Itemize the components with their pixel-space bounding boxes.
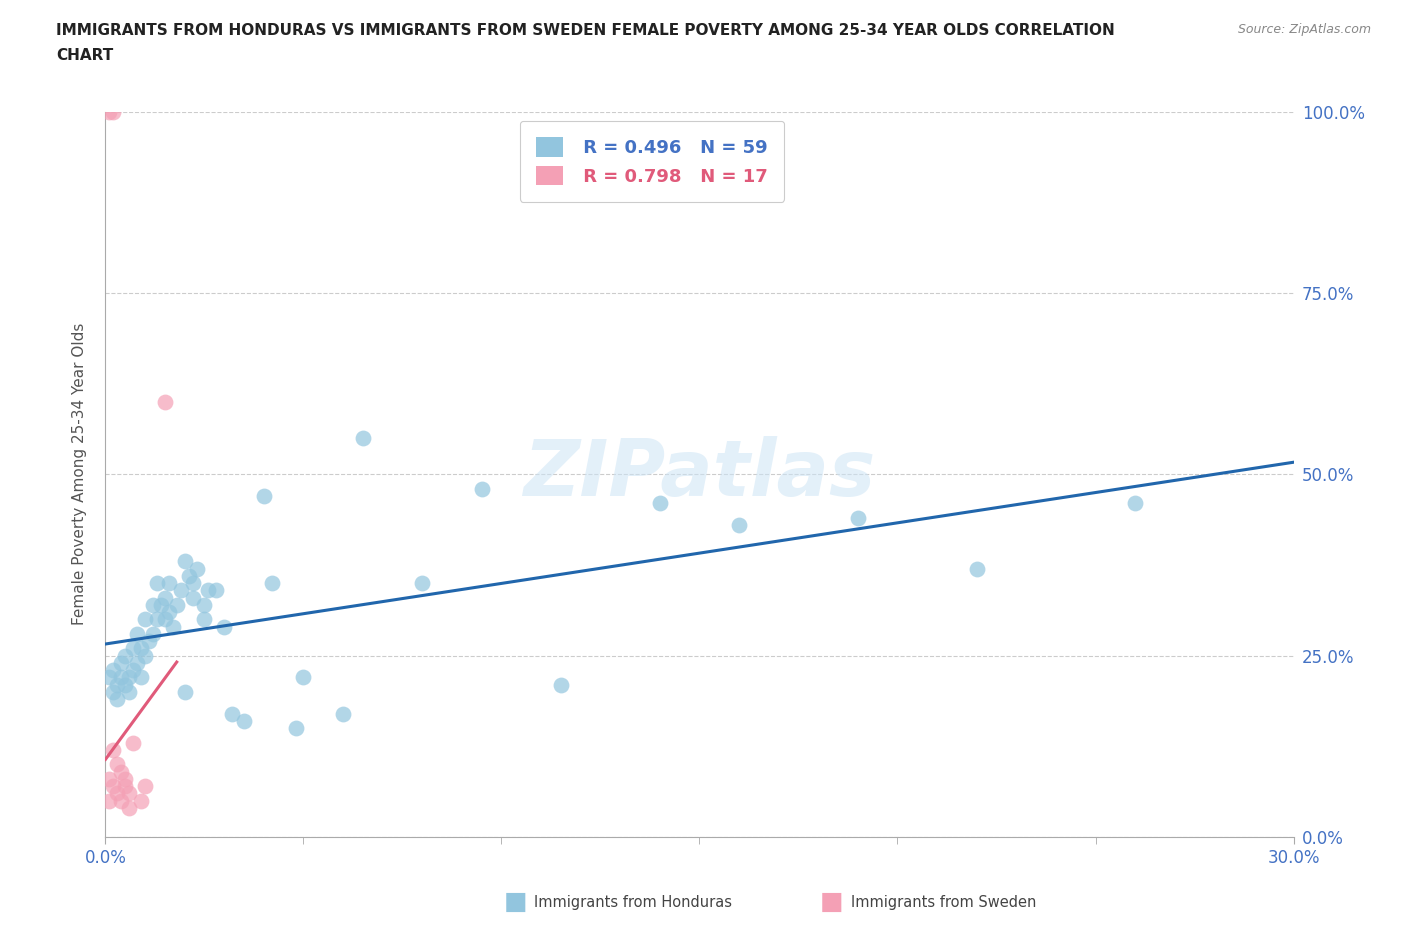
Text: Source: ZipAtlas.com: Source: ZipAtlas.com bbox=[1237, 23, 1371, 36]
Point bbox=[105, 902, 128, 917]
Point bbox=[110, 656, 132, 671]
Point bbox=[105, 786, 128, 801]
Point bbox=[846, 511, 869, 525]
Point bbox=[142, 627, 165, 642]
Point bbox=[166, 597, 188, 612]
Point bbox=[105, 692, 128, 707]
Point bbox=[105, 757, 128, 772]
Point bbox=[129, 670, 152, 684]
Point bbox=[177, 568, 200, 583]
Point bbox=[153, 591, 176, 605]
Y-axis label: Female Poverty Among 25-34 Year Olds: Female Poverty Among 25-34 Year Olds bbox=[72, 323, 87, 626]
Point bbox=[233, 713, 256, 728]
Point bbox=[118, 670, 141, 684]
Text: ■: ■ bbox=[820, 890, 844, 914]
Point bbox=[153, 394, 176, 409]
Point bbox=[352, 431, 374, 445]
Point bbox=[966, 561, 988, 576]
Point bbox=[105, 866, 128, 881]
Legend:  R = 0.496   N = 59,  R = 0.798   N = 17: R = 0.496 N = 59, R = 0.798 N = 17 bbox=[520, 121, 785, 202]
Point bbox=[471, 482, 494, 497]
Point bbox=[134, 778, 156, 793]
Point bbox=[149, 597, 172, 612]
Point bbox=[98, 772, 121, 787]
Point bbox=[98, 104, 121, 119]
Point bbox=[134, 648, 156, 663]
Point bbox=[122, 663, 145, 678]
Point bbox=[114, 677, 136, 692]
Point bbox=[98, 858, 121, 873]
Point bbox=[134, 612, 156, 627]
Point bbox=[103, 663, 125, 678]
Point bbox=[114, 778, 136, 793]
Point bbox=[173, 554, 195, 569]
Point bbox=[157, 604, 180, 619]
Point bbox=[332, 706, 354, 721]
Point bbox=[103, 684, 125, 699]
Text: Immigrants from Honduras: Immigrants from Honduras bbox=[534, 895, 733, 910]
Point bbox=[129, 793, 152, 808]
Point bbox=[284, 721, 307, 736]
Point bbox=[98, 670, 121, 684]
Point bbox=[122, 736, 145, 751]
Point bbox=[260, 576, 283, 591]
Point bbox=[127, 627, 149, 642]
Point bbox=[110, 793, 132, 808]
Point bbox=[253, 488, 276, 503]
Point bbox=[411, 576, 433, 591]
Point bbox=[110, 764, 132, 779]
Point bbox=[110, 881, 132, 896]
Point bbox=[186, 561, 208, 576]
Point bbox=[292, 670, 315, 684]
Point bbox=[103, 104, 125, 119]
Point bbox=[146, 576, 169, 591]
Point bbox=[105, 677, 128, 692]
Point bbox=[110, 670, 132, 684]
Point bbox=[221, 706, 243, 721]
Point bbox=[197, 583, 219, 598]
Point bbox=[98, 793, 121, 808]
Point bbox=[153, 612, 176, 627]
Point bbox=[146, 612, 169, 627]
Point bbox=[114, 648, 136, 663]
Point bbox=[728, 518, 751, 533]
Point bbox=[181, 591, 204, 605]
Point bbox=[129, 641, 152, 656]
Text: ZIPatlas: ZIPatlas bbox=[523, 436, 876, 512]
Point bbox=[205, 583, 228, 598]
Point bbox=[142, 597, 165, 612]
Point bbox=[1123, 496, 1146, 511]
Point bbox=[118, 801, 141, 816]
Point bbox=[181, 576, 204, 591]
Text: CHART: CHART bbox=[56, 48, 114, 63]
Point bbox=[193, 597, 215, 612]
Point bbox=[214, 619, 236, 634]
Point bbox=[173, 684, 195, 699]
Point bbox=[193, 612, 215, 627]
Point bbox=[127, 656, 149, 671]
Point bbox=[118, 684, 141, 699]
Point bbox=[122, 641, 145, 656]
Point bbox=[103, 887, 125, 902]
Point bbox=[170, 583, 193, 598]
Point bbox=[103, 873, 125, 888]
Point bbox=[103, 742, 125, 757]
Point bbox=[550, 677, 572, 692]
Text: IMMIGRANTS FROM HONDURAS VS IMMIGRANTS FROM SWEDEN FEMALE POVERTY AMONG 25-34 YE: IMMIGRANTS FROM HONDURAS VS IMMIGRANTS F… bbox=[56, 23, 1115, 38]
Text: ■: ■ bbox=[503, 890, 527, 914]
Text: Immigrants from Sweden: Immigrants from Sweden bbox=[851, 895, 1036, 910]
Point bbox=[103, 778, 125, 793]
Point bbox=[648, 496, 671, 511]
Point bbox=[118, 786, 141, 801]
Point bbox=[138, 633, 160, 648]
Point bbox=[157, 576, 180, 591]
Point bbox=[114, 772, 136, 787]
Point bbox=[162, 619, 184, 634]
